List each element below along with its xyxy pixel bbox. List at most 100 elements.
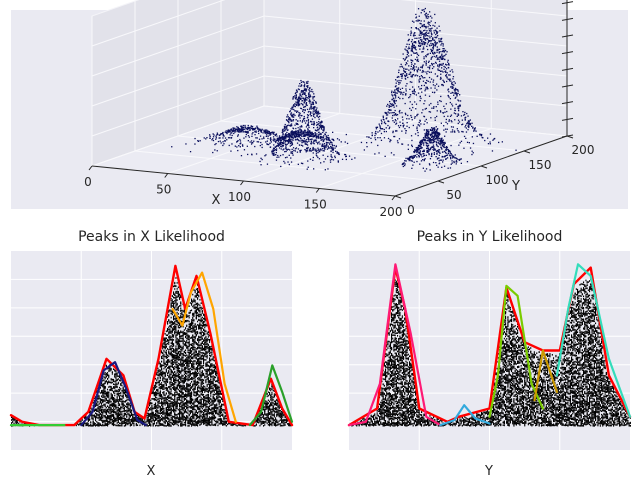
scatter-point-3d: [404, 48, 406, 50]
histogram-mark-peaks-x: [123, 392, 125, 395]
scatter-point-3d: [409, 96, 411, 98]
histogram-mark-peaks-x: [150, 419, 152, 421]
scatter-point-3d: [291, 134, 293, 136]
scatter-point-3d: [297, 105, 299, 107]
scatter-point-3d: [298, 132, 300, 134]
scatter-point-3d: [304, 105, 307, 108]
scatter-point-3d: [317, 111, 320, 113]
histogram-mark-peaks-x: [110, 381, 112, 384]
histogram-mark-peaks-x: [127, 396, 129, 398]
histogram-mark-peaks-x: [101, 390, 103, 392]
scatter-point-3d: [224, 131, 226, 133]
histogram-mark-peaks-x: [168, 355, 170, 357]
histogram-mark-peaks-x: [116, 406, 118, 409]
scatter-point-3d: [431, 107, 433, 109]
scatter-point-3d: [292, 113, 294, 116]
scatter-point-3d: [392, 131, 394, 134]
scatter-point-3d: [419, 31, 421, 33]
histogram-mark-peaks-x: [99, 409, 101, 412]
histogram-mark-peaks-x: [149, 404, 151, 407]
histogram-mark-peaks-x: [156, 424, 158, 427]
histogram-mark-peaks-x: [163, 412, 165, 414]
scatter-point-3d: [297, 123, 299, 126]
scatter-point-3d: [436, 58, 438, 61]
scatter-point-3d: [216, 134, 218, 136]
histogram-mark-peaks-x: [93, 422, 95, 424]
scatter-point-3d: [319, 115, 321, 118]
scatter-point-3d: [437, 69, 439, 71]
scatter-point-3d: [467, 124, 470, 126]
scatter-point-3d: [416, 53, 419, 55]
scatter-point-3d: [428, 40, 430, 42]
scatter-point-3d: [404, 58, 406, 60]
scatter-point-3d: [308, 136, 310, 138]
scatter-point-3d: [419, 147, 421, 149]
scatter-point-3d: [302, 141, 304, 143]
scatter-point-3d: [416, 153, 418, 156]
scatter-point-3d: [282, 133, 284, 135]
histogram-mark-peaks-x: [101, 415, 103, 417]
scatter-point-3d: [259, 128, 261, 131]
histogram-mark-peaks-x: [114, 405, 116, 408]
scatter-point-3d: [389, 105, 391, 107]
scatter-point-3d: [423, 24, 425, 26]
scatter-point-3d: [292, 98, 294, 100]
scatter-point-3d: [276, 139, 278, 141]
histogram-mark-peaks-x: [117, 402, 119, 405]
scatter-point-3d: [313, 143, 315, 145]
scatter-point-3d: [459, 100, 462, 102]
scatter-point-3d: [271, 131, 274, 133]
scatter-point-3d: [431, 17, 433, 19]
histogram-mark-peaks-x: [117, 399, 119, 401]
scatter-point-3d: [449, 152, 452, 154]
scatter-point-3d: [466, 122, 469, 124]
histogram-mark-peaks-x: [158, 399, 160, 402]
histogram-mark-peaks-x: [103, 373, 105, 375]
histogram-mark-peaks-x: [161, 408, 163, 411]
histogram-mark-peaks-x: [159, 397, 161, 400]
histogram-mark-peaks-x: [117, 412, 119, 415]
histogram-mark-peaks-x: [107, 417, 109, 420]
histogram-mark-peaks-x: [85, 424, 87, 427]
histogram-mark-peaks-x: [164, 387, 166, 389]
scatter-point-3d: [308, 132, 310, 134]
histogram-mark-peaks-x: [149, 415, 151, 417]
scatter-point-3d: [305, 90, 307, 92]
scatter-point-3d: [419, 88, 421, 90]
x-tick-3d: [240, 180, 244, 186]
scatter-point-3d: [337, 152, 339, 154]
histogram-mark-peaks-x: [119, 379, 121, 382]
scatter-point-3d: [402, 122, 404, 124]
scatter-point-3d: [307, 129, 309, 131]
histogram-mark-peaks-x: [105, 395, 107, 397]
scatter-point-3d: [404, 71, 406, 74]
scatter-point-3d: [269, 138, 271, 140]
histogram-mark-peaks-x: [159, 377, 161, 379]
histogram-mark-peaks-x: [147, 412, 149, 415]
histogram-mark-peaks-x: [108, 381, 110, 383]
scatter-point-3d: [307, 120, 309, 122]
scatter-point-3d: [312, 149, 314, 151]
scatter-point-3d: [273, 138, 275, 140]
histogram-mark-peaks-x: [98, 415, 100, 417]
histogram-mark-peaks-x: [109, 421, 111, 423]
histogram-mark-peaks-x: [137, 414, 139, 417]
scatter-point-3d: [327, 168, 329, 170]
histogram-mark-peaks-x: [133, 422, 135, 425]
scatter-point-3d: [276, 156, 278, 158]
scatter-point-3d: [257, 141, 260, 143]
histogram-mark-peaks-x: [126, 418, 128, 421]
scatter-point-3d: [413, 151, 415, 154]
scatter-point-3d: [291, 148, 293, 151]
histogram-mark-peaks-x: [158, 383, 160, 386]
scatter-point-3d: [413, 156, 415, 158]
scatter-point-3d: [393, 112, 395, 114]
scatter-point-3d: [438, 56, 441, 58]
scatter-point-3d: [425, 132, 427, 134]
scatter-point-3d: [383, 131, 385, 133]
scatter-point-3d: [289, 145, 291, 147]
grid-line-3d-z: [91, 75, 568, 137]
scatter-point-3d: [307, 130, 309, 132]
histogram-mark-peaks-x: [78, 424, 80, 426]
histogram-mark-peaks-x: [168, 425, 170, 427]
